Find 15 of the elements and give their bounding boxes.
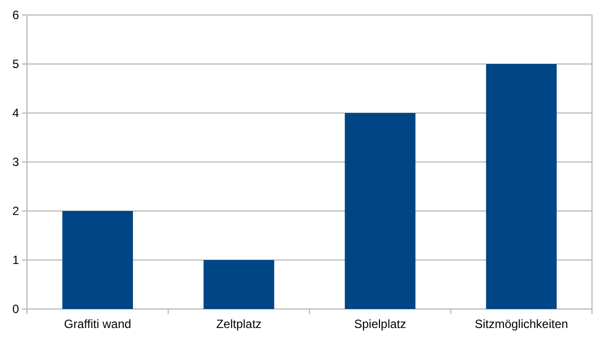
- y-tick-label: 2: [12, 204, 20, 218]
- y-tick-label: 1: [12, 253, 20, 268]
- y-tick-label: 4: [12, 106, 20, 120]
- bar: [204, 260, 274, 309]
- x-tick-label: Zeltplatz: [216, 317, 262, 331]
- x-tick-label: Spielplatz: [354, 317, 406, 331]
- y-tick-label: 5: [12, 57, 20, 72]
- bar: [344, 113, 416, 309]
- x-tick-label: Sitzmöglichkeiten: [474, 317, 568, 331]
- x-tick-label: Graffiti wand: [64, 317, 132, 331]
- y-tick-label: 0: [12, 302, 20, 316]
- bar: [486, 64, 557, 309]
- y-tick-label: 6: [12, 8, 20, 22]
- bar: [62, 211, 133, 309]
- y-tick-label: 3: [12, 155, 20, 170]
